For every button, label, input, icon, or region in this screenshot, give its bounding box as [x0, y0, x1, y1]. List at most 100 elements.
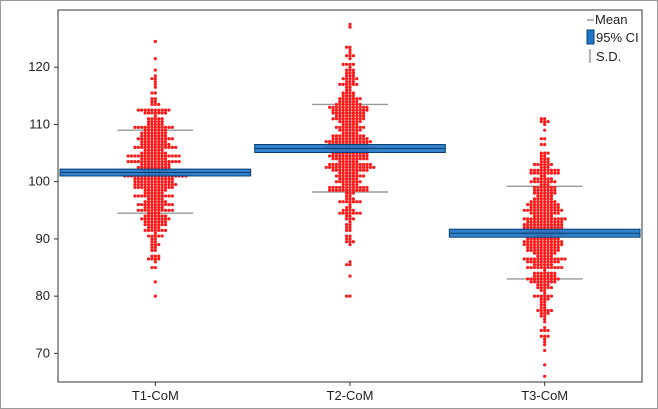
data-point: [146, 180, 151, 184]
data-point: [539, 120, 543, 124]
data-point: [150, 217, 154, 221]
data-point: [358, 108, 362, 112]
data-point: [150, 182, 154, 187]
data-point: [345, 102, 349, 107]
data-point: [348, 65, 352, 69]
data-point: [365, 168, 369, 172]
data-point: [345, 208, 349, 212]
data-point: [529, 168, 533, 172]
data-point: [362, 134, 366, 138]
data-point: [546, 257, 550, 261]
data-point: [549, 280, 554, 284]
data-point: [539, 162, 543, 167]
data-point: [526, 217, 530, 221]
data-point: [153, 217, 157, 221]
data-point: [143, 148, 147, 152]
data-point: [539, 245, 543, 250]
data-point: [324, 165, 328, 169]
data-point: [543, 174, 547, 178]
data-point: [539, 180, 543, 184]
data-point: [167, 177, 171, 181]
data-point: [560, 240, 564, 244]
data-point: [157, 180, 161, 184]
data-point: [150, 154, 154, 158]
data-point: [153, 220, 157, 224]
data-point: [536, 217, 540, 221]
data-point: [549, 263, 554, 267]
data-point: [163, 125, 168, 129]
data-point: [556, 223, 560, 227]
data-point: [546, 188, 550, 192]
data-point: [365, 185, 369, 190]
data-point: [348, 165, 352, 169]
data-point: [560, 208, 564, 212]
data-point: [539, 240, 543, 244]
data-point: [146, 208, 151, 212]
data-point: [146, 160, 151, 164]
data-point: [345, 177, 349, 181]
data-point: [348, 208, 352, 212]
data-point: [170, 194, 174, 198]
data-point: [153, 248, 157, 252]
data-point: [539, 223, 543, 227]
data-point: [150, 191, 154, 195]
data-point: [133, 182, 137, 187]
data-point: [146, 194, 151, 198]
y-tick-label: 100: [28, 174, 50, 189]
data-point: [160, 191, 164, 195]
data-point: [529, 277, 533, 281]
data-point: [153, 188, 157, 192]
data-point: [543, 374, 547, 378]
data-point: [170, 125, 174, 129]
data-point: [351, 154, 355, 158]
data-point: [348, 77, 352, 81]
data-point: [358, 140, 362, 144]
data-point: [348, 68, 352, 72]
data-point: [345, 157, 349, 161]
data-point: [334, 188, 338, 192]
data-point: [334, 168, 338, 172]
data-point: [163, 142, 168, 147]
data-point: [341, 134, 345, 138]
data-point: [140, 125, 144, 129]
data-point: [355, 182, 359, 187]
data-point: [150, 91, 154, 95]
data-point: [160, 140, 164, 144]
data-point: [140, 151, 144, 155]
data-point: [150, 145, 154, 149]
data-point: [532, 248, 537, 252]
data-point: [140, 142, 144, 147]
data-point: [355, 128, 359, 132]
data-point: [341, 162, 345, 167]
data-point: [146, 151, 151, 155]
data-point: [150, 265, 154, 270]
data-point: [167, 165, 171, 169]
data-point: [563, 217, 567, 221]
data-point: [543, 191, 547, 195]
data-point: [345, 79, 349, 84]
data-point: [150, 208, 154, 212]
data-point: [546, 274, 550, 278]
data-point: [150, 185, 154, 190]
data-point: [341, 171, 345, 175]
data-point: [553, 237, 557, 241]
data-point: [355, 117, 359, 121]
data-point: [345, 85, 349, 89]
data-point: [153, 208, 157, 212]
data-point: [536, 271, 540, 275]
data-point: [341, 208, 345, 212]
data-point: [539, 160, 543, 164]
data-point: [539, 211, 543, 215]
data-point: [351, 182, 355, 187]
data-point: [338, 154, 342, 158]
data-point: [351, 160, 355, 164]
data-point: [355, 211, 359, 215]
data-point: [539, 151, 543, 155]
data-point: [546, 240, 550, 244]
data-point: [348, 48, 352, 52]
data-point: [546, 217, 550, 221]
data-point: [140, 154, 144, 158]
data-point: [543, 320, 547, 324]
data-point: [143, 137, 147, 141]
data-point: [526, 243, 530, 247]
